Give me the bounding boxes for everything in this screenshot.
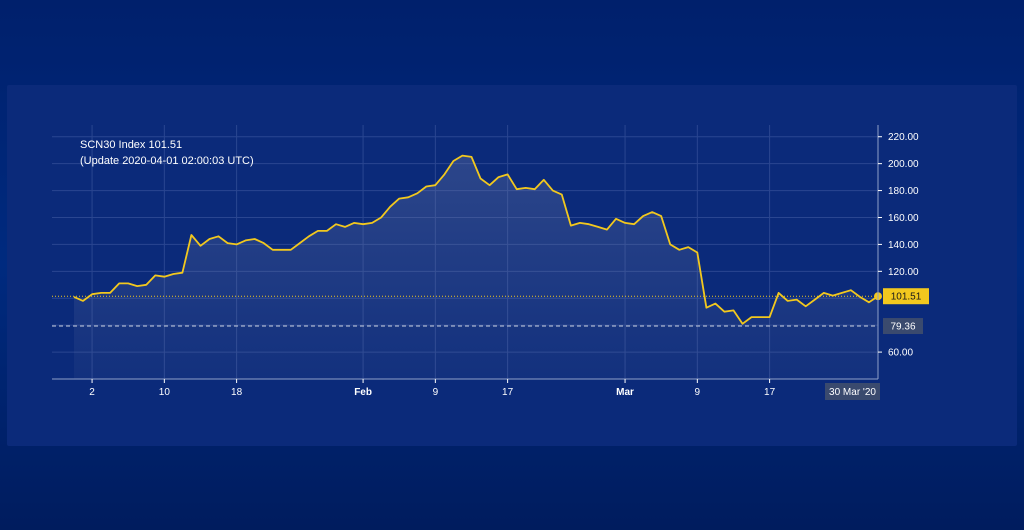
y-tick-label: 60.00	[888, 348, 913, 359]
reference-badge	[883, 318, 923, 335]
y-tick-label: 160.00	[888, 213, 919, 224]
x-tick-label: 9	[433, 387, 439, 398]
reference-label: 79.36	[890, 322, 915, 333]
x-tick-label: Feb	[354, 387, 372, 398]
x-tick-label: Mar	[616, 387, 634, 398]
x-tick-label: 18	[231, 387, 243, 398]
series-line-layer	[73, 154, 879, 325]
series-line	[73, 154, 879, 325]
area-fill	[74, 155, 878, 379]
last-date-label: 30 Mar '20	[829, 387, 876, 398]
chart-subtitle: (Update 2020-04-01 02:00:03 UTC)	[80, 155, 254, 167]
last-value-label: 101.51	[891, 292, 922, 303]
x-axis-ticks: 2 10 18 Feb 9 17 Mar 9 17	[89, 379, 776, 398]
x-tick-label: 2	[89, 387, 95, 398]
last-date-badge	[825, 383, 880, 400]
y-tick-label: 120.00	[888, 267, 919, 278]
y-tick-label: 140.00	[888, 240, 919, 251]
x-tick-label: 17	[764, 387, 776, 398]
x-tick-label: 10	[159, 387, 171, 398]
last-value-badge	[883, 288, 929, 305]
axes	[52, 125, 879, 380]
chart-panel: 220.00 200.00 180.00 160.00 140.00 120.00 60.0…	[7, 85, 1017, 446]
y-tick-label: 200.00	[888, 159, 919, 170]
series-area	[74, 155, 878, 379]
line-chart: 220.00 200.00 180.00 160.00 140.00 120.00 60.0…	[52, 125, 929, 400]
value-badges: 101.51 79.36 30 Mar '20	[825, 288, 929, 400]
x-tick-label: 17	[502, 387, 514, 398]
y-tick-label: 180.00	[888, 186, 919, 197]
y-axis-ticks: 220.00 200.00 180.00 160.00 140.00 120.00 60.0…	[878, 132, 919, 359]
chart-title: SCN30 Index 101.51	[80, 139, 182, 151]
y-tick-label: 220.00	[888, 132, 919, 143]
x-tick-label: 9	[695, 387, 701, 398]
